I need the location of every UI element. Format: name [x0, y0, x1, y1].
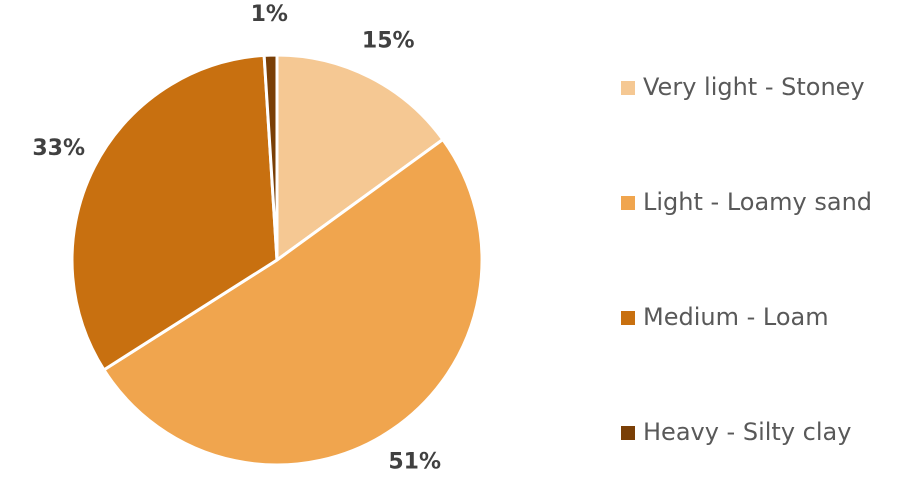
pie-slice [275, 53, 445, 263]
pie-slice [70, 53, 279, 372]
pie-slice [101, 137, 484, 467]
legend-label: Very light - Stoney [643, 73, 865, 101]
legend-swatch [621, 196, 635, 210]
pie-slice [262, 53, 279, 261]
data-label: 33% [32, 136, 85, 161]
data-label: 15% [362, 29, 415, 54]
legend-swatch [621, 81, 635, 95]
data-label: 51% [388, 450, 441, 475]
legend-label: Medium - Loam [643, 303, 829, 331]
legend-swatch [621, 426, 635, 440]
legend-label: Heavy - Silty clay [643, 418, 851, 446]
legend-swatch [621, 311, 635, 325]
data-label: 1% [251, 2, 288, 27]
legend-label: Light - Loamy sand [643, 188, 872, 216]
